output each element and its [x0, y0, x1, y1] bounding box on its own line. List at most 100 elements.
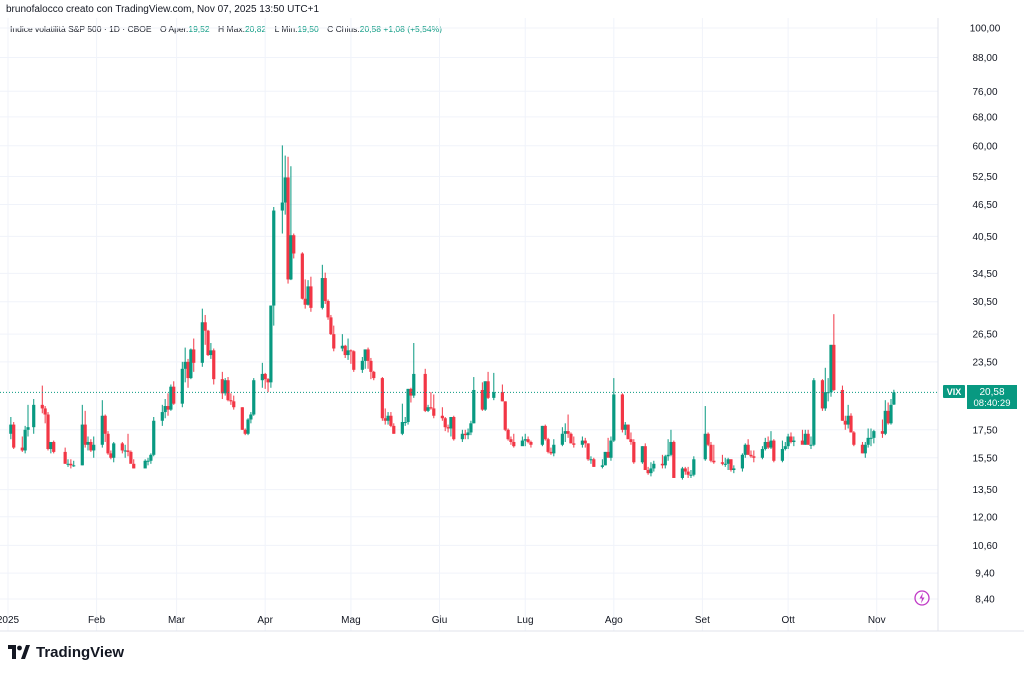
- candle-body-down: [83, 424, 87, 445]
- symbol-tag-bg: [943, 385, 965, 398]
- candle-body-up: [866, 437, 870, 445]
- candle-body-down: [629, 439, 633, 442]
- candle-body-down: [12, 424, 16, 448]
- y-tick-label: 26,50: [972, 330, 997, 341]
- candle-body-up: [449, 416, 453, 429]
- candle-body-up: [406, 388, 410, 423]
- candle-body-down: [429, 407, 433, 409]
- candle-body-up: [280, 202, 284, 211]
- candle-body-down: [389, 415, 393, 426]
- candle-body-up: [23, 429, 27, 451]
- candle-body-up: [72, 465, 76, 467]
- countdown-tag: 08:40:29: [974, 398, 1011, 409]
- price-tag: 20,58: [979, 387, 1004, 398]
- symbol-tag: VIX: [947, 387, 962, 397]
- candle-body-down: [329, 317, 333, 335]
- candle-body-down: [369, 360, 373, 372]
- x-tick-label: Mar: [168, 615, 186, 626]
- candle-body-down: [40, 404, 44, 409]
- candle-body-up: [692, 459, 696, 475]
- candle-body-down: [772, 440, 776, 461]
- candle-body-up: [652, 463, 656, 469]
- candle-body-down: [423, 373, 427, 411]
- candle-body-up: [92, 444, 96, 451]
- candle-body-up: [189, 349, 193, 379]
- candle-body-down: [323, 278, 327, 301]
- price-badge: VIX 20,58 08:40:29: [943, 385, 1017, 409]
- candle-body-down: [89, 441, 93, 451]
- candle-body-down: [120, 443, 124, 451]
- candle-body-down: [660, 463, 664, 466]
- x-tick-label: Feb: [88, 615, 106, 626]
- candle-body-down: [529, 441, 533, 445]
- open-label: O: [159, 24, 167, 34]
- candle-body-down: [840, 389, 845, 421]
- candle-body-down: [243, 429, 247, 434]
- candle-body-down: [452, 416, 456, 440]
- candle-body-up: [612, 394, 616, 441]
- y-tick-label: 12,00: [972, 512, 997, 523]
- candle-body-down: [686, 471, 690, 475]
- candle-body-up: [523, 439, 527, 441]
- candle-body-down: [646, 469, 650, 474]
- grid: [0, 18, 938, 631]
- candle-body-up: [363, 349, 367, 361]
- y-tick-label: 76,00: [972, 87, 997, 98]
- candle-body-up: [872, 431, 876, 438]
- candle-body-down: [229, 400, 233, 402]
- candle-body-up: [260, 373, 264, 381]
- candle-body-down: [380, 378, 384, 419]
- candle-body-up: [163, 406, 167, 413]
- x-tick-label: Nov: [868, 615, 886, 626]
- flash-icon[interactable]: [914, 590, 930, 606]
- candle-body-down: [720, 462, 725, 464]
- candle-body-up: [386, 415, 390, 421]
- attribution-text: brunofalocco creato con TradingView.com,…: [6, 4, 320, 15]
- candle-body-up: [803, 433, 807, 445]
- candle-body-down: [263, 373, 267, 380]
- candle-body-down: [43, 408, 47, 415]
- y-tick-label: 34,50: [972, 269, 997, 280]
- candle-body-down: [332, 334, 336, 349]
- low-value: 19,50: [297, 24, 319, 34]
- candle-body-up: [580, 440, 584, 445]
- y-tick-label: 15,50: [972, 453, 997, 464]
- y-tick-label: 46,50: [972, 200, 997, 211]
- candle-body-up: [320, 278, 324, 308]
- candle-body-down: [506, 429, 510, 440]
- candle-body-up: [609, 440, 613, 458]
- candle-body-up: [689, 474, 693, 476]
- candle-body-up: [883, 410, 887, 434]
- change-value: +1,08 (+5,54%): [383, 24, 442, 34]
- x-tick-label: Lug: [517, 615, 534, 626]
- candle-body-down: [572, 443, 576, 445]
- candle-body-down: [752, 456, 756, 458]
- candle-body-up: [160, 412, 164, 421]
- candle-body-down: [309, 286, 313, 308]
- candle-body-up: [403, 422, 407, 424]
- candle-body-down: [126, 450, 130, 452]
- candle-body-down: [440, 415, 444, 419]
- candle-body-up: [869, 437, 873, 439]
- candle-body-up: [640, 446, 644, 463]
- candle-body-up: [123, 450, 127, 452]
- candle-body-down: [852, 432, 856, 445]
- y-tick-label: 9,40: [975, 569, 995, 580]
- tradingview-brand[interactable]: TradingView: [8, 641, 124, 663]
- candle-body-up: [283, 177, 287, 203]
- y-tick-label: 40,50: [972, 232, 997, 243]
- candle-body-down: [683, 468, 687, 472]
- candle-body-up: [792, 440, 796, 442]
- candle-body-down: [526, 439, 530, 442]
- candle-body-down: [672, 441, 676, 478]
- candle-body-up: [400, 422, 404, 434]
- candle-body-down: [820, 380, 825, 409]
- candle-body-down: [206, 330, 210, 356]
- y-tick-label: 100,00: [970, 24, 1001, 35]
- open-value: 19,52: [188, 24, 210, 34]
- candle-body-up: [340, 345, 344, 349]
- candle-body-down: [583, 440, 587, 444]
- candle-body-up: [269, 305, 273, 383]
- candle-body-up: [809, 444, 813, 446]
